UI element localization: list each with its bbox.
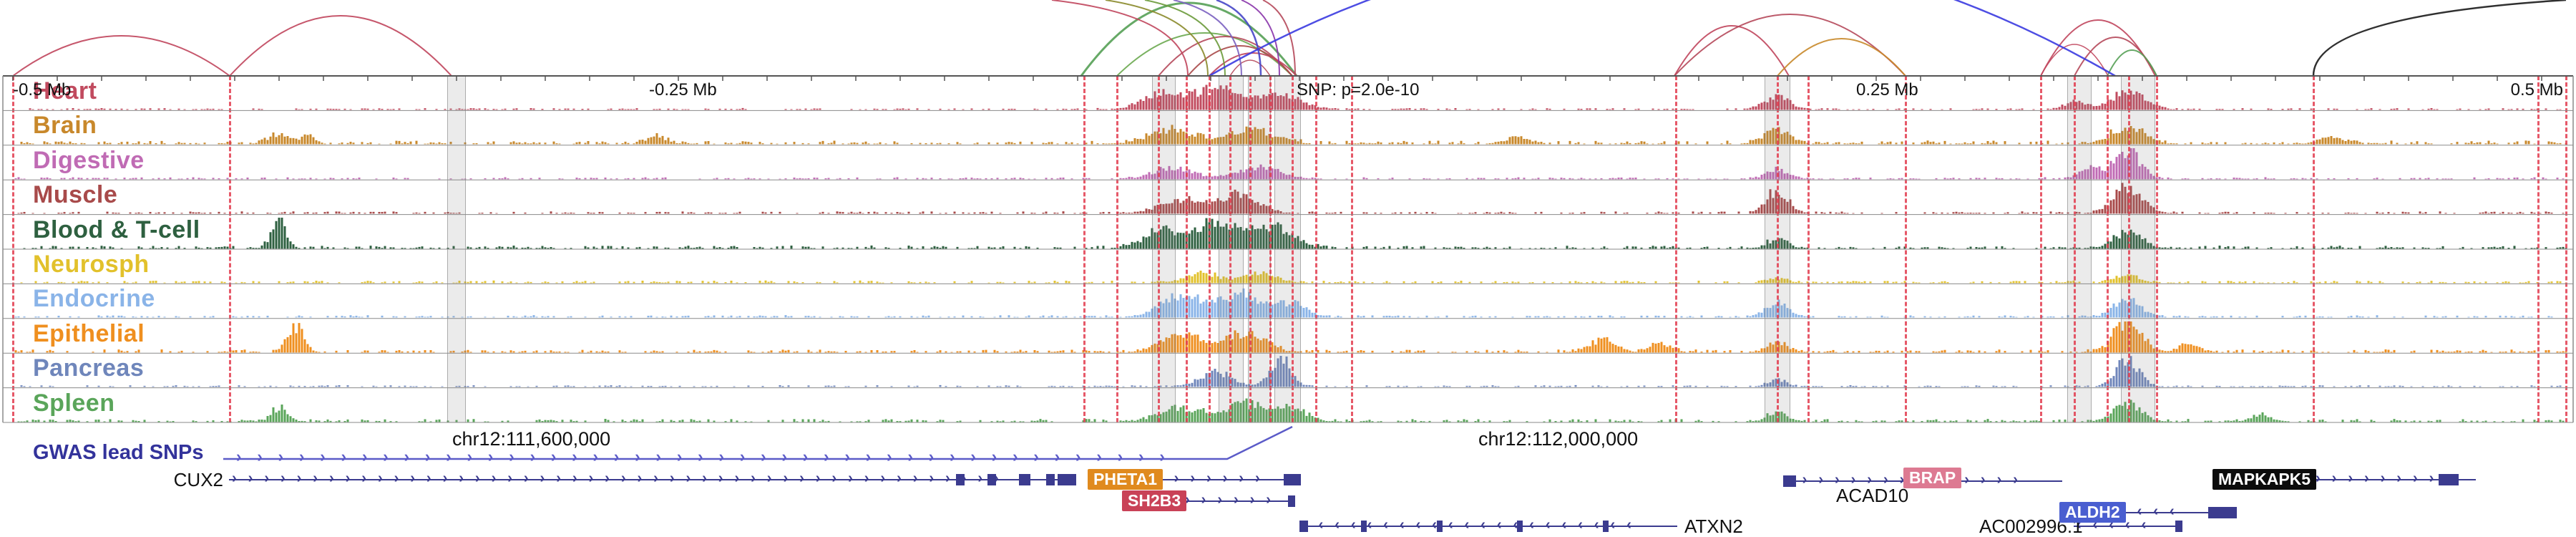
track-label-digestive[interactable]: Digestive [33, 146, 145, 174]
gene-body-aldh2 [2118, 512, 2208, 513]
track-label-blood-t-cell[interactable]: Blood & T-cell [33, 216, 200, 243]
strand-arrows: ››››››››› [2316, 471, 2462, 485]
track-row-neurosph: Neurosph [0, 249, 2576, 284]
strand-arrows: ››››››› [1158, 471, 1272, 485]
gene-label-cux2[interactable]: CUX2 [173, 469, 223, 490]
exon-atxn2 [1603, 521, 1609, 532]
exon-cux2 [1019, 474, 1030, 485]
exon-acad10 [1783, 475, 1796, 487]
gene-label-pheta1[interactable]: PHETA1 [1088, 469, 1163, 490]
exon-pheta1 [1284, 474, 1301, 485]
exon-atxn2 [1299, 521, 1308, 532]
track-label-heart[interactable]: Heart [33, 77, 97, 105]
track-label-muscle[interactable]: Muscle [33, 181, 118, 209]
gene-body-cux2 [229, 479, 1072, 480]
exon-cux2 [1046, 474, 1055, 485]
track-label-epithelial[interactable]: Epithelial [33, 319, 145, 347]
exon-mapkapk5 [2439, 474, 2459, 485]
strand-arrows: ‹‹‹‹ [2121, 504, 2186, 518]
gene-label-mapkapk5[interactable]: MAPKAPK5 [2212, 469, 2317, 490]
exon-atxn2 [1361, 521, 1367, 532]
exon-aldh2 [2208, 507, 2237, 518]
exon-atxn2 [1517, 521, 1523, 532]
gene-body-atxn2 [1299, 526, 1677, 527]
track-row-endocrine: Endocrine [0, 284, 2576, 318]
strand-arrows: ›››››› [1185, 493, 1282, 507]
track-row-blood-t-cell: Blood & T-cell [0, 215, 2576, 249]
gene-label-brap[interactable]: BRAP [1903, 468, 1962, 489]
strand-arrows: ››››››››››››››››››››››››››››››››››››››››… [236, 449, 1181, 465]
track-row-digestive: Digestive [0, 145, 2576, 180]
gwas-lead-snps-label[interactable]: GWAS lead SNPs [33, 441, 204, 464]
exon-cux2 [1058, 474, 1076, 485]
gene-body-mapkapk5 [2313, 479, 2476, 480]
track-label-endocrine[interactable]: Endocrine [33, 285, 155, 313]
exon-ac002996-1 [2175, 521, 2182, 532]
gene-body-pheta1 [1155, 479, 1289, 480]
track-row-brain: Brain [0, 110, 2576, 145]
exon-cux2 [956, 474, 965, 485]
track-label-neurosph[interactable]: Neurosph [33, 251, 150, 278]
track-row-epithelial: Epithelial [0, 319, 2576, 353]
exon-sh2b3 [1288, 495, 1295, 507]
strand-arrows: ‹‹‹‹‹‹‹‹‹‹‹‹‹‹‹‹‹‹‹‹‹ [1302, 518, 1643, 532]
gene-label-aldh2[interactable]: ALDH2 [2059, 502, 2126, 523]
exon-cux2 [987, 474, 996, 485]
exon-atxn2 [1437, 521, 1443, 532]
track-row-spleen: Spleen [0, 388, 2576, 422]
gene-label-sh2b3[interactable]: SH2B3 [1122, 490, 1187, 512]
gene-body-ac002996-1 [2074, 526, 2180, 527]
track-row-heart: Heart [0, 76, 2576, 110]
track-label-brain[interactable]: Brain [33, 112, 97, 140]
gene-label-atxn2[interactable]: ATXN2 [1684, 516, 1743, 537]
track-label-pancreas[interactable]: Pancreas [33, 354, 145, 382]
track-label-spleen[interactable]: Spleen [33, 389, 115, 417]
strand-arrows: ››››››››››››››››››››››››››››››››››››››››… [232, 471, 1010, 485]
gene-label-acad10[interactable]: ACAD10 [1836, 485, 1909, 506]
gene-body-sh2b3 [1182, 500, 1294, 502]
